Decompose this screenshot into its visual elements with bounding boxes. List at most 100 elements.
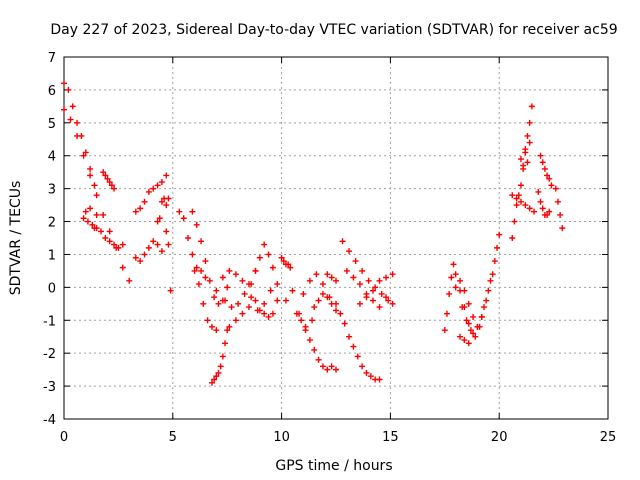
data-point <box>461 337 468 344</box>
data-point <box>448 274 455 281</box>
data-point <box>93 192 100 199</box>
data-point <box>313 271 320 278</box>
data-point <box>328 274 335 281</box>
data-point <box>82 208 89 215</box>
data-point <box>119 241 126 248</box>
data-point <box>546 208 553 215</box>
data-point <box>337 310 344 317</box>
data-point <box>163 228 170 235</box>
series-arc-1 <box>61 80 98 189</box>
data-point <box>156 215 163 222</box>
data-point <box>232 317 239 324</box>
data-point <box>513 202 520 209</box>
series-arc-16 <box>226 297 259 330</box>
data-point <box>232 271 239 278</box>
data-point <box>176 208 183 215</box>
data-point <box>195 281 202 288</box>
data-point <box>198 267 205 274</box>
data-point <box>522 146 529 153</box>
data-point <box>93 225 100 232</box>
series-arc-6 <box>132 172 170 215</box>
data-point <box>256 307 263 314</box>
plot-frame <box>63 56 609 420</box>
data-point <box>89 221 96 228</box>
series-arc-30 <box>452 258 498 330</box>
data-point <box>97 228 104 235</box>
data-point <box>208 323 215 330</box>
data-point <box>333 366 339 373</box>
data-point <box>478 313 485 320</box>
data-point <box>383 274 390 281</box>
data-point <box>274 281 281 288</box>
data-point <box>141 198 148 205</box>
data-point <box>154 241 161 248</box>
data-point <box>204 317 211 324</box>
data-point <box>100 169 107 176</box>
data-point <box>154 218 161 225</box>
data-point <box>61 80 67 87</box>
data-point <box>245 304 252 311</box>
data-point <box>350 343 357 350</box>
data-point <box>333 277 339 284</box>
data-point <box>441 327 448 334</box>
data-point <box>483 297 490 304</box>
data-point <box>141 251 148 258</box>
data-point <box>261 310 268 317</box>
data-point <box>167 287 174 294</box>
data-point <box>274 297 281 304</box>
y-tick-label: 2 <box>48 216 56 231</box>
series-arc-4 <box>100 169 118 192</box>
data-point <box>241 290 248 297</box>
data-point <box>198 238 205 245</box>
series-arc-34 <box>509 192 538 215</box>
y-tick-label: -3 <box>43 380 56 395</box>
data-point <box>115 244 122 251</box>
series-arc-35 <box>517 103 535 169</box>
data-point <box>132 254 139 261</box>
data-point <box>383 294 390 301</box>
data-point <box>219 274 226 281</box>
data-point <box>491 258 498 265</box>
series-arc-3 <box>80 205 100 232</box>
data-points <box>61 80 566 386</box>
data-point <box>287 264 294 271</box>
data-point <box>104 175 111 182</box>
data-point <box>252 267 259 274</box>
data-point <box>165 195 172 202</box>
data-point <box>528 103 535 110</box>
data-point <box>369 287 376 294</box>
data-point <box>106 228 113 235</box>
data-point <box>211 294 218 301</box>
data-point <box>150 185 157 192</box>
data-point <box>282 297 289 304</box>
data-point <box>87 205 94 212</box>
data-point <box>517 198 524 205</box>
data-point <box>378 290 385 297</box>
data-point <box>452 271 459 278</box>
data-point <box>206 277 213 284</box>
data-point <box>298 317 305 324</box>
data-point <box>552 185 559 192</box>
x-tick-label: 10 <box>273 430 290 445</box>
series-arc-28 <box>356 274 390 307</box>
data-point <box>489 271 496 278</box>
data-point <box>202 258 209 265</box>
x-tick-label: 25 <box>600 430 617 445</box>
x-axis-label: GPS time / hours <box>275 458 392 474</box>
data-point <box>300 290 307 297</box>
data-point <box>557 211 564 218</box>
y-tick-label: 6 <box>48 84 56 99</box>
data-point <box>150 238 157 245</box>
series-arc-24 <box>324 271 339 284</box>
data-point <box>137 258 144 265</box>
data-point <box>554 198 561 205</box>
data-point <box>213 373 220 380</box>
data-point <box>457 333 464 340</box>
data-point <box>269 264 276 271</box>
data-point <box>515 192 522 199</box>
data-point <box>87 172 94 179</box>
data-point <box>343 267 350 274</box>
data-point <box>537 152 544 159</box>
